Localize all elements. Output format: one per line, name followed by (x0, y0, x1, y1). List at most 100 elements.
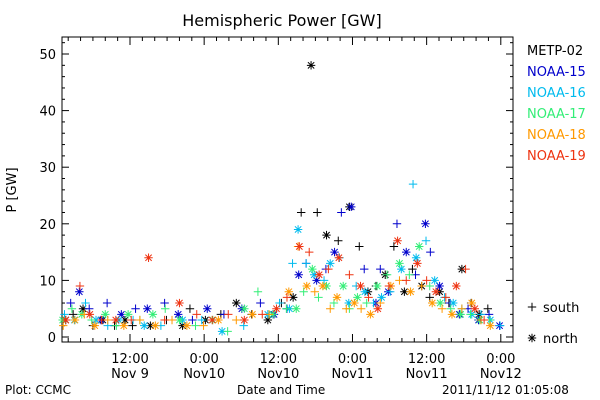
south-data-point (382, 270, 392, 279)
x-tick-label-date: Nov11 (332, 367, 374, 382)
x-tick-label-time: 12:00 (408, 352, 445, 367)
north-data-point (373, 304, 383, 313)
north-data-point (312, 276, 321, 285)
south-data-point (161, 304, 170, 313)
south-data-point (223, 327, 232, 336)
south-data-point (457, 304, 467, 313)
south-data-point (437, 304, 447, 313)
y-tick-label: 40 (39, 105, 56, 120)
north-data-point (406, 287, 415, 296)
y-axis-label: P [GW] (5, 167, 20, 212)
north-data-point (400, 287, 409, 296)
south-data-point (60, 310, 69, 319)
north-data-point (397, 264, 406, 274)
north-data-point (175, 315, 184, 325)
series-noaa-16 (60, 179, 505, 336)
south-data-point (446, 304, 455, 313)
south-data-point (296, 208, 306, 217)
south-data-point (288, 259, 297, 268)
south-data-point (360, 264, 369, 274)
north-data-point (350, 298, 359, 308)
south-data-point (345, 270, 354, 279)
north-data-point (486, 321, 495, 330)
north-data-point (449, 298, 458, 308)
south-data-point (314, 293, 323, 302)
north-data-point (119, 321, 129, 330)
south-data-point (313, 208, 322, 217)
south-data-point (408, 264, 417, 274)
north-data-point (175, 298, 184, 308)
legend-entry: NOAA-18 (527, 128, 586, 143)
north-data-point (78, 304, 88, 313)
south-data-point (484, 310, 494, 319)
north-data-point (353, 293, 362, 302)
south-data-point (68, 310, 78, 319)
north-data-point (61, 315, 70, 325)
south-data-point (199, 321, 208, 330)
north-data-point (217, 327, 227, 336)
south-data-point (258, 310, 267, 319)
south-data-point (479, 315, 489, 325)
north-data-point (306, 61, 316, 70)
south-data-point (67, 304, 77, 313)
north-data-point (70, 315, 80, 325)
north-data-point (174, 310, 183, 319)
north-data-point (284, 287, 294, 296)
south-data-point (421, 236, 431, 245)
south-data-point (167, 315, 177, 325)
plus-marker-icon (527, 302, 537, 312)
y-axis: 0 10 20 30 40 50 (39, 42, 513, 346)
north-data-point (178, 321, 187, 330)
legend-entry: NOAA-15 (527, 65, 586, 80)
north-data-point (344, 298, 353, 308)
north-data-point (456, 310, 465, 319)
south-data-point (362, 298, 371, 308)
south-data-point (402, 276, 411, 285)
south-data-point (422, 276, 431, 285)
south-data-point (112, 321, 121, 330)
north-data-point (111, 315, 120, 325)
north-data-point (295, 242, 304, 251)
north-data-point (292, 304, 301, 313)
south-data-point (405, 270, 414, 279)
south-data-point (232, 315, 241, 325)
south-data-point (197, 315, 206, 325)
x-tick-label-date: Nov 9 (111, 367, 149, 382)
series-noaa-17 (58, 242, 494, 336)
north-data-point (248, 310, 257, 319)
series-noaa-19 (61, 236, 489, 325)
north-data-point (148, 310, 158, 319)
south-data-point (135, 315, 145, 325)
north-data-point (326, 259, 335, 268)
south-data-point (305, 247, 314, 257)
south-data-point (97, 315, 106, 325)
north-data-point (207, 315, 217, 325)
north-data-point (447, 310, 457, 319)
north-data-point (85, 310, 95, 319)
south-data-point (160, 315, 169, 325)
y-tick-label: 0 (48, 331, 56, 346)
north-data-point (339, 281, 348, 291)
north-data-point (232, 298, 241, 308)
north-data-point (182, 321, 192, 330)
north-data-point (302, 281, 311, 291)
south-data-point (417, 281, 426, 291)
legend: METP-02 NOAA-15 NOAA-16 NOAA-17 NOAA-18 NOAA-… (527, 44, 586, 164)
north-data-point (322, 230, 331, 240)
x-tick-label-date: Nov10 (257, 367, 299, 382)
x-tick-label-time: 0:00 (486, 352, 515, 367)
series-noaa-15 (66, 202, 504, 330)
north-data-point (91, 315, 101, 325)
south-data-point (191, 321, 200, 330)
north-data-point (309, 270, 319, 279)
south-data-point (239, 321, 248, 330)
north-data-point (314, 270, 324, 279)
north-data-point (75, 287, 84, 296)
south-data-point (461, 264, 470, 274)
north-data-point (467, 298, 476, 308)
north-data-point (393, 236, 402, 245)
south-data-point (364, 293, 373, 302)
north-data-point (240, 315, 249, 325)
south-data-point (384, 281, 394, 291)
